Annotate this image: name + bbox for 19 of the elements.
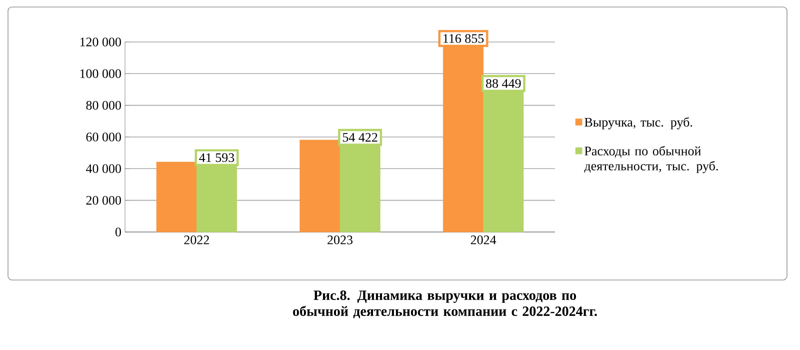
bar (156, 162, 197, 232)
y-tick-label: 40 000 (86, 164, 121, 174)
data-label: 54 422 (342, 132, 378, 142)
data-label: 116 855 (444, 34, 484, 43)
y-tick-label: 100 000 (80, 69, 121, 78)
text: Рис.8. Динамика выручки и расходов по обычной деятельности компании с 2022-2024гг. (293, 290, 597, 318)
data-label: 88 449 (486, 79, 521, 88)
y-tick-label: 120 000 (80, 38, 121, 46)
legend-label: Расходы по обычной деятельности, тыс. руб. (584, 146, 718, 174)
bar (300, 140, 340, 232)
y-tick-label: 20 000 (86, 196, 121, 205)
data-label: 41 593 (199, 153, 234, 162)
x-tick-label: 2023 (328, 236, 352, 244)
x-tick-label: 2024 (470, 236, 496, 244)
y-tick-label: 0 (115, 228, 121, 236)
y-tick-label: 60 000 (86, 132, 121, 142)
y-tick-label: 80 000 (86, 100, 121, 110)
x-tick-label: 2022 (184, 236, 209, 244)
legend-label: Выручка, тыс. руб. (584, 117, 692, 130)
